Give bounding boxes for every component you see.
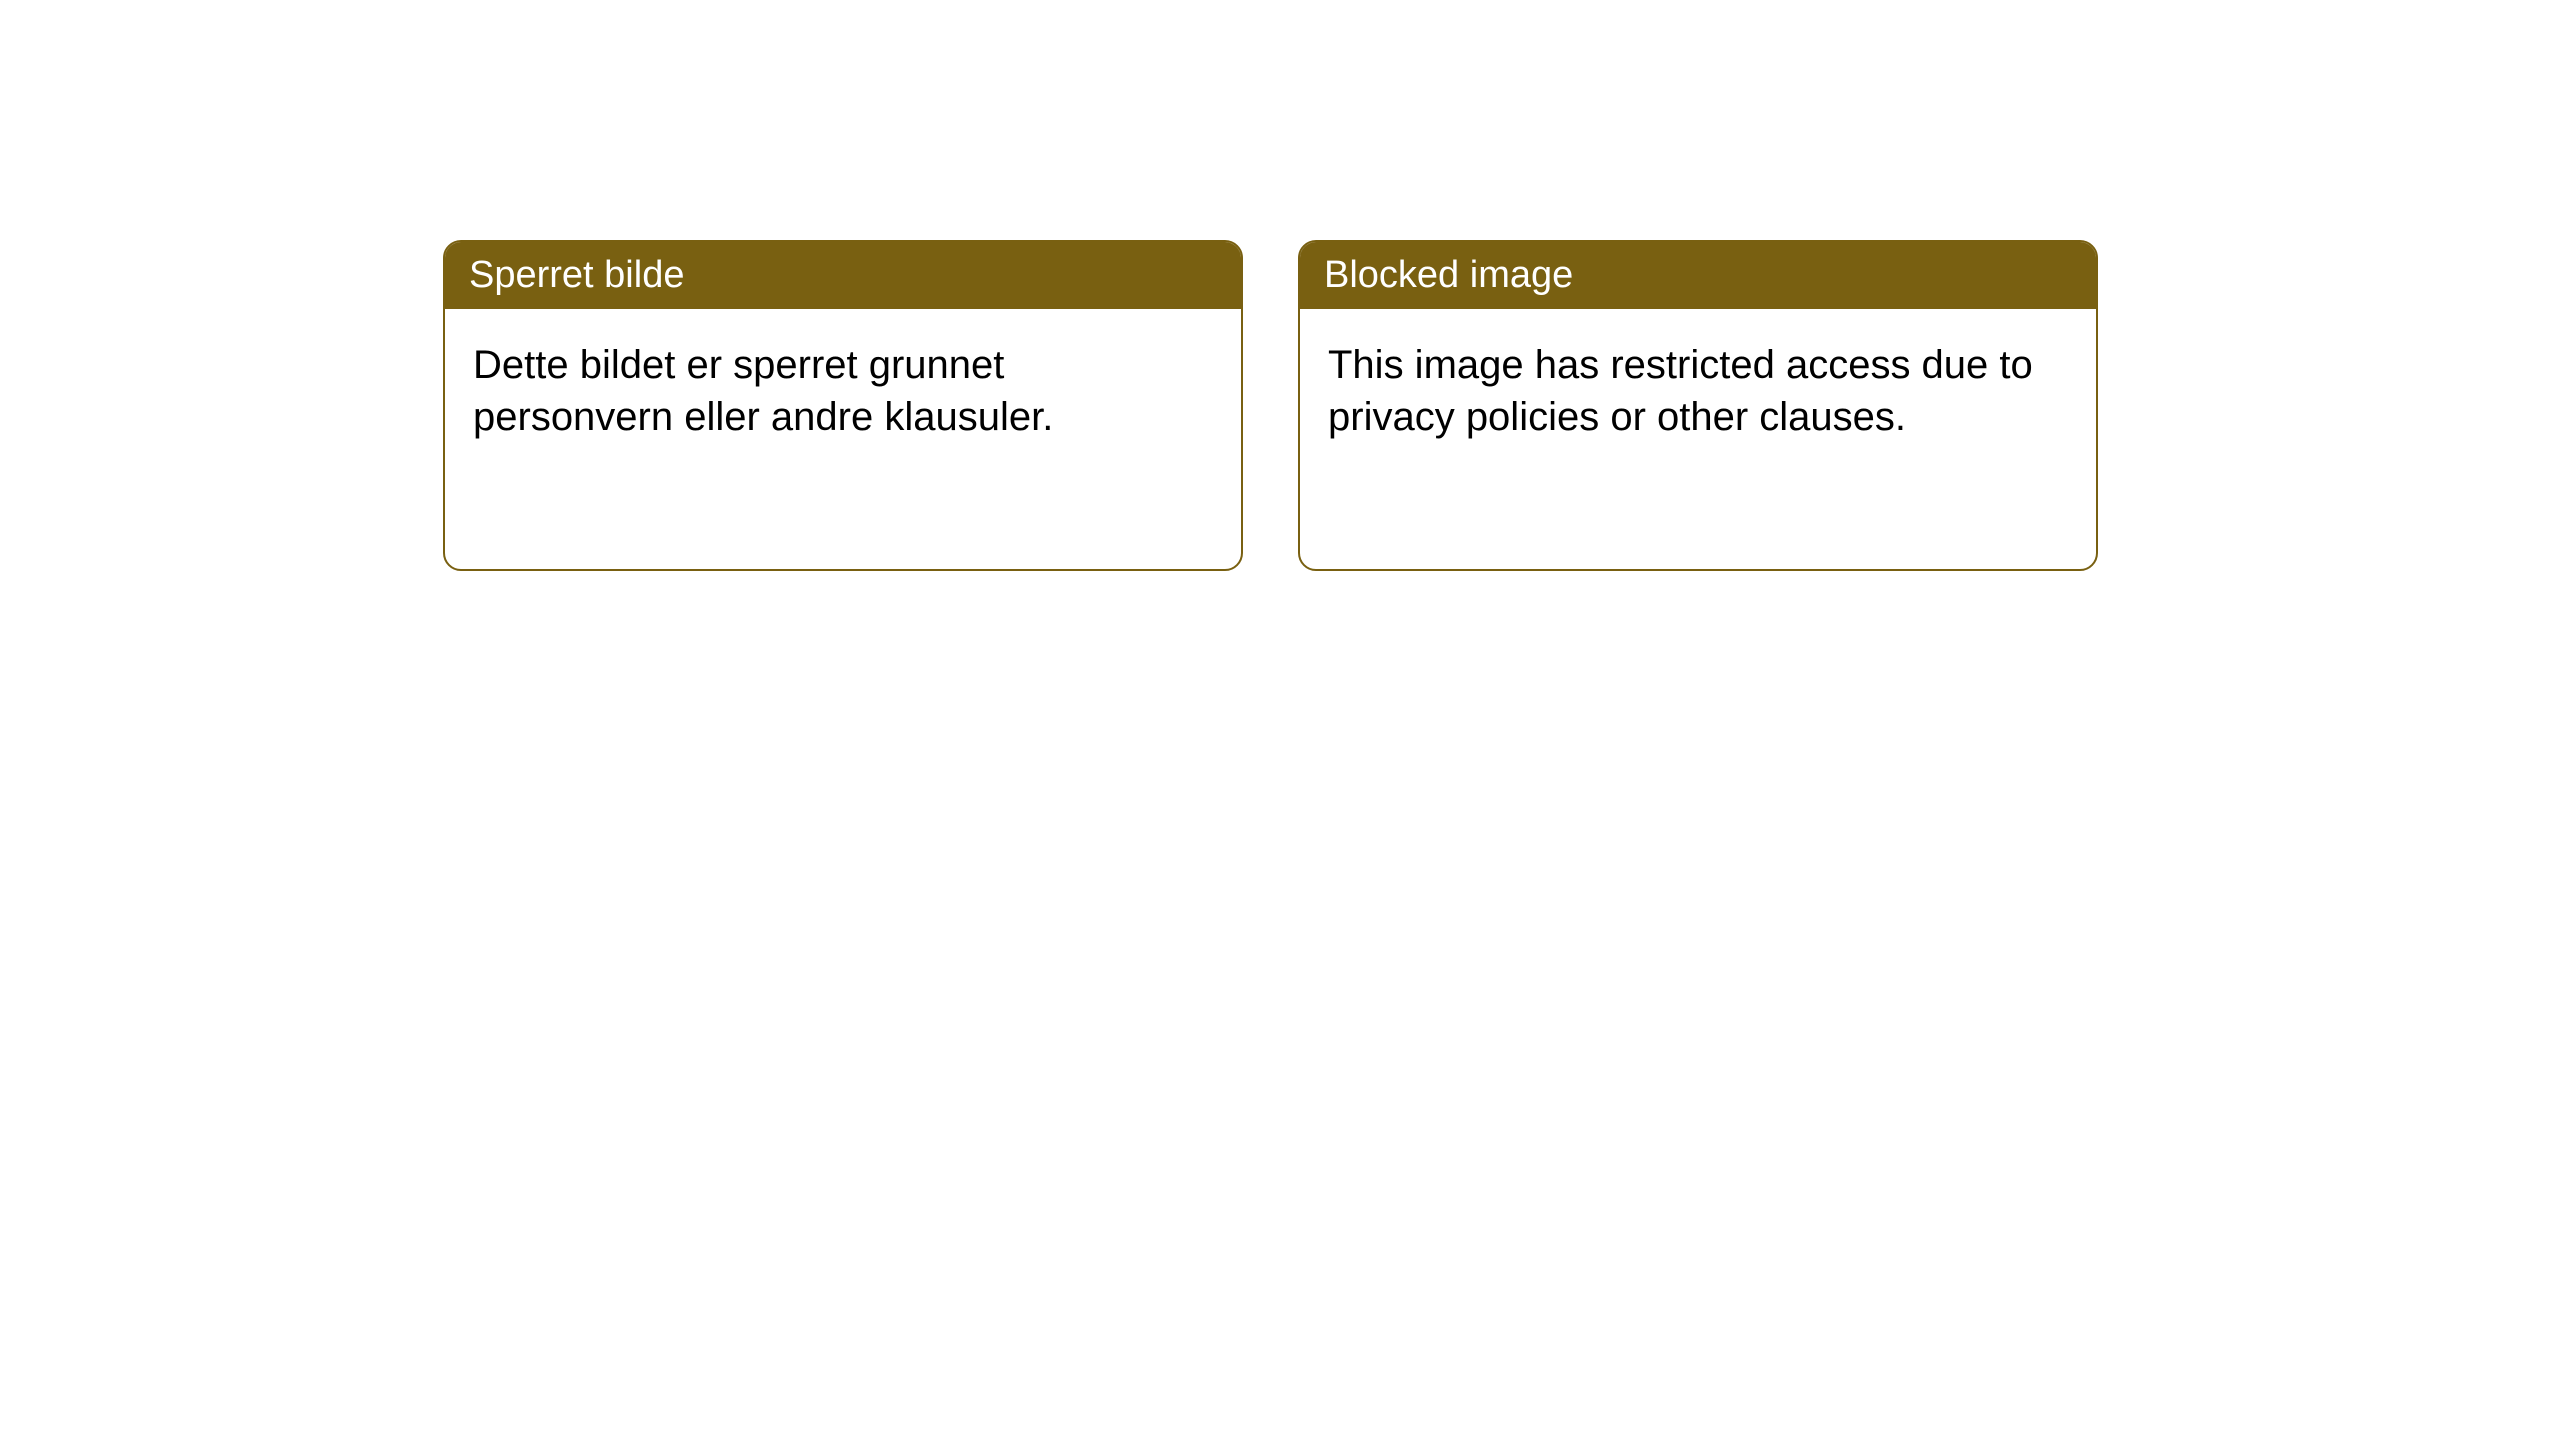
- notice-card-norwegian: Sperret bilde Dette bildet er sperret gr…: [443, 240, 1243, 571]
- card-text-norwegian: Dette bildet er sperret grunnet personve…: [473, 339, 1213, 443]
- card-body-norwegian: Dette bildet er sperret grunnet personve…: [445, 309, 1241, 569]
- notice-card-english: Blocked image This image has restricted …: [1298, 240, 2098, 571]
- card-text-english: This image has restricted access due to …: [1328, 339, 2068, 443]
- notice-cards-container: Sperret bilde Dette bildet er sperret gr…: [0, 0, 2560, 571]
- card-title-norwegian: Sperret bilde: [469, 254, 684, 296]
- card-title-english: Blocked image: [1324, 254, 1573, 296]
- card-header-english: Blocked image: [1300, 242, 2096, 309]
- card-body-english: This image has restricted access due to …: [1300, 309, 2096, 569]
- card-header-norwegian: Sperret bilde: [445, 242, 1241, 309]
